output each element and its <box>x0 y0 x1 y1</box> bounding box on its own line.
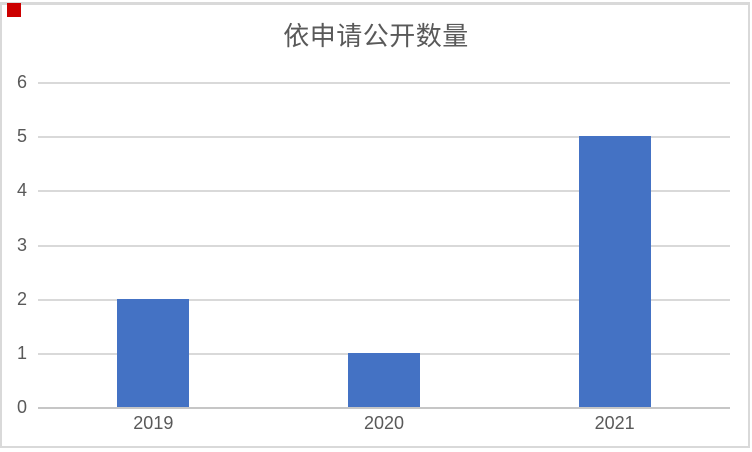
gridline <box>38 190 730 193</box>
y-tick-label: 6 <box>16 72 27 92</box>
y-tick-label: 1 <box>16 342 27 363</box>
y-tick-label: 5 <box>16 126 27 147</box>
chart-title: 依申请公开数量 <box>283 21 469 51</box>
x-axis-line <box>38 407 730 409</box>
gridline <box>38 136 730 139</box>
y-tick-label: 3 <box>16 234 27 255</box>
x-tick-label: 2019 <box>133 413 174 433</box>
gridline <box>38 82 730 84</box>
red-square-marker <box>7 3 21 17</box>
y-tick-label: 4 <box>16 180 27 201</box>
bar-2021 <box>578 136 651 407</box>
gridline <box>38 298 730 301</box>
y-tick-label: 0 <box>16 397 27 417</box>
x-tick-label: 2021 <box>594 413 635 433</box>
plot-area <box>38 82 730 409</box>
bar-2019 <box>117 298 190 407</box>
gridline <box>38 244 730 247</box>
bar-2020 <box>348 352 420 407</box>
x-tick-label: 2020 <box>363 413 405 433</box>
y-tick-label: 2 <box>16 288 27 309</box>
